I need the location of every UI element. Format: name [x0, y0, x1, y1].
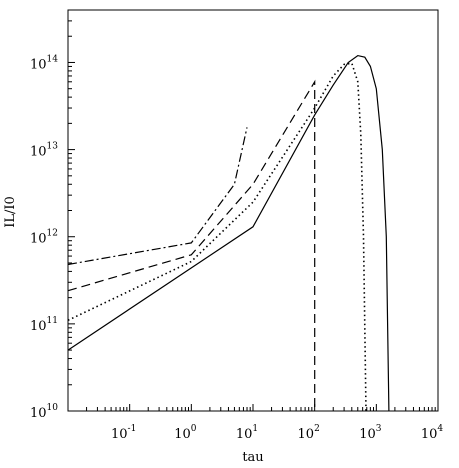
- y-tick-label: 1014: [30, 54, 58, 72]
- y-tick-label: 1012: [30, 229, 58, 247]
- x-tick-label: 102: [298, 424, 320, 442]
- tick-labels: 10-1 100 101 102 103 104 1010 1011 1012 1013 1014: [30, 54, 443, 442]
- plot-frame: [67, 9, 439, 412]
- x-tick-label: 10-1: [111, 424, 136, 442]
- series-group: [67, 54, 390, 412]
- x-tick-label: 103: [359, 424, 382, 442]
- y-tick-label: 1010: [30, 403, 58, 421]
- y-tick-label: 1011: [30, 316, 58, 334]
- series-line-dash-dot: [67, 127, 248, 266]
- y-axis-label: IL/I0: [3, 196, 18, 228]
- x-tick-label: 100: [174, 424, 197, 442]
- series-line-dashed: [67, 79, 316, 411]
- x-tick-label: 104: [421, 424, 444, 442]
- y-tick-label: 1013: [30, 142, 58, 160]
- x-axis-label: tau: [242, 450, 263, 465]
- series-line-dotted: [67, 62, 367, 412]
- x-tick-label: 101: [236, 424, 258, 442]
- ticks: [67, 9, 436, 412]
- series-line-solid: [67, 54, 390, 412]
